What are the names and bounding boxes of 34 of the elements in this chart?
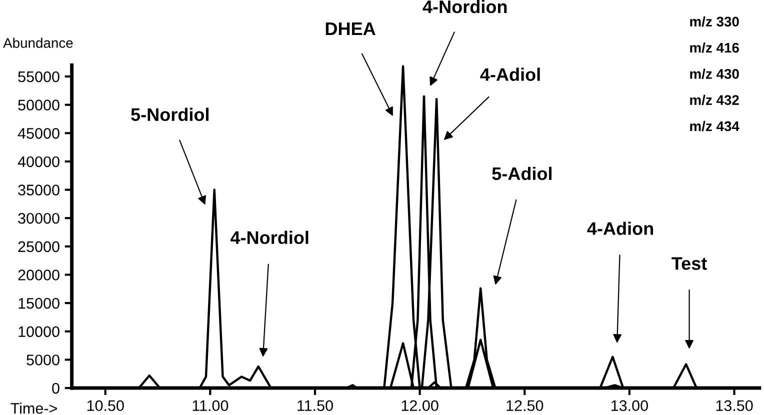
y-tick-label: 50000 bbox=[18, 100, 60, 110]
x-tick-label: 10.50 bbox=[87, 400, 124, 412]
y-tick-label: 25000 bbox=[18, 241, 60, 252]
x-tick-label: 13.00 bbox=[611, 400, 648, 412]
y-tick-label: 0 bbox=[52, 382, 60, 394]
x-tick-label: 12.00 bbox=[402, 400, 438, 412]
annotation: 4-Nordiol bbox=[230, 230, 308, 244]
y-tick-label: 10000 bbox=[18, 326, 60, 338]
y-tick-label: 40000 bbox=[18, 156, 60, 168]
annotation: m/z 432 bbox=[690, 94, 739, 106]
text: DHEA bbox=[326, 22, 376, 35]
x-tick-label: 11.00 bbox=[192, 400, 228, 412]
x-tick-label: 12.50 bbox=[506, 400, 544, 412]
text: m/z 416 bbox=[690, 42, 739, 53]
annotation: 4-Adiol bbox=[480, 68, 540, 81]
annotation: 4-Adion bbox=[587, 222, 654, 235]
x-axis-title: Time-> bbox=[10, 402, 57, 414]
y-tick-label: 15000 bbox=[18, 298, 60, 309]
y-tick-label: 5000 bbox=[26, 354, 60, 366]
y-tick-label: 35000 bbox=[18, 184, 60, 196]
y-axis-title: Abundance bbox=[3, 38, 73, 48]
annotation: m/z 434 bbox=[690, 120, 740, 132]
text: 4-Nordion bbox=[422, 0, 507, 14]
x-tick-label: 11.50 bbox=[298, 400, 333, 412]
y-tick-label: 55000 bbox=[18, 71, 60, 82]
y-tick-label: 30000 bbox=[18, 212, 60, 224]
annotation: 5-Adiol bbox=[492, 166, 552, 180]
y-tick-label: 20000 bbox=[18, 270, 60, 280]
y-tick-label: 45000 bbox=[18, 128, 60, 139]
text: m/z 330 bbox=[690, 16, 739, 27]
annotation: 5-Nordiol bbox=[131, 108, 208, 122]
annotation: m/z 430 bbox=[690, 68, 739, 79]
annotation: Test bbox=[672, 257, 707, 270]
x-tick-label: 13.50 bbox=[716, 400, 753, 412]
